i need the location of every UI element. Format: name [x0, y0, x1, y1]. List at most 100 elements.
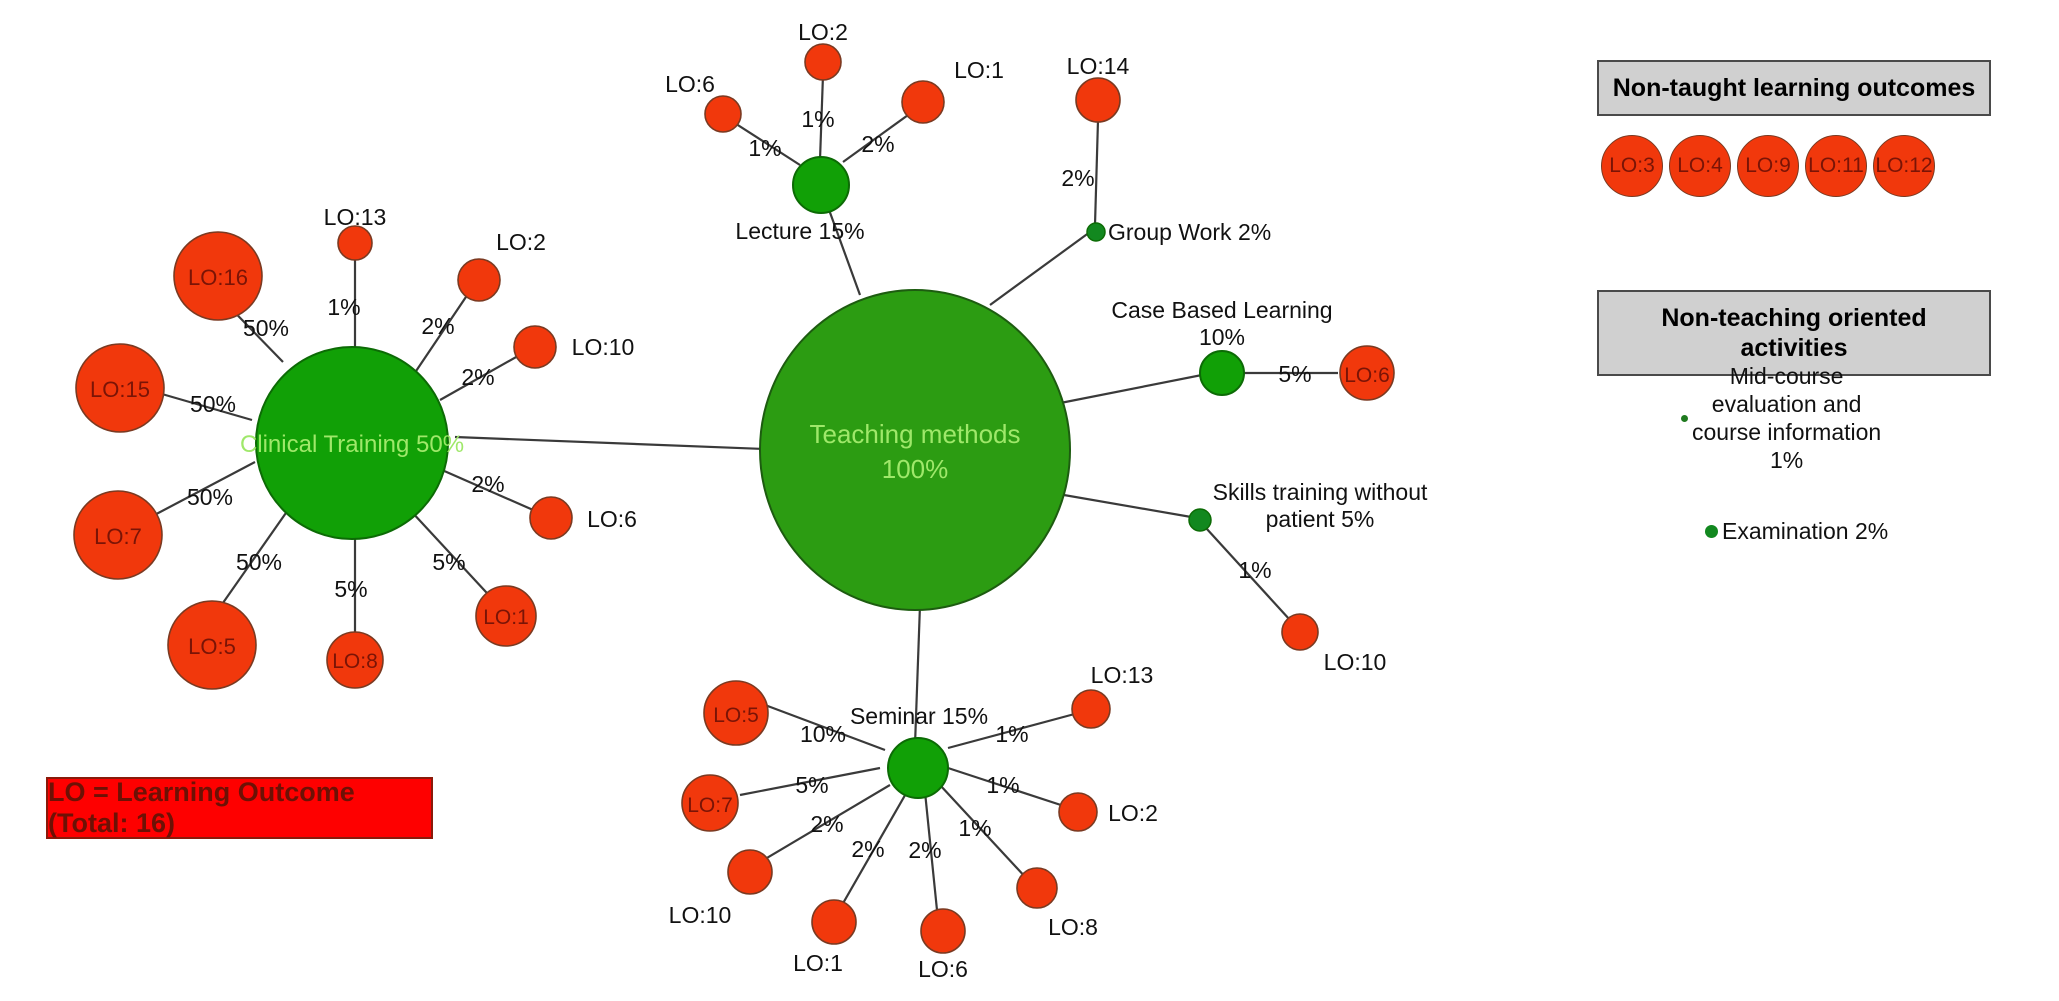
- node-case-based-learning-label-line1: Case Based Learning: [1111, 297, 1332, 323]
- node-lo2-clinical[interactable]: [457, 258, 501, 302]
- node-case-based-learning-label-line2: 10%: [1199, 324, 1245, 350]
- edge-groupwork-lo14: [1093, 119, 1100, 226]
- node-lo5-seminar[interactable]: [703, 680, 769, 746]
- edge-clinical-lo15: [154, 390, 253, 422]
- node-lo6-seminar[interactable]: [920, 908, 966, 954]
- clinical-edges: [144, 252, 541, 645]
- edge-hub-groupwork: [989, 231, 1091, 306]
- non-taught-chip-lo3[interactable]: LO:3: [1601, 135, 1663, 197]
- node-lo8-clinical[interactable]: [326, 631, 384, 689]
- bullet-dot-icon: [1705, 525, 1718, 538]
- node-case-based-learning[interactable]: [1199, 350, 1245, 396]
- node-lo8-seminar[interactable]: [1016, 867, 1058, 909]
- edge-seminar-lo5: [764, 703, 886, 752]
- edge-clinical-lo5: [217, 509, 289, 611]
- edge-label-seminar-lo1: 2%: [851, 836, 884, 862]
- node-lo15-clinical[interactable]: [75, 343, 165, 433]
- non-taught-chip-lo9[interactable]: LO:9: [1737, 135, 1799, 197]
- node-lo10-clinical[interactable]: [513, 325, 557, 369]
- activity-item-examination[interactable]: Examination 2%: [1705, 518, 1888, 545]
- panel-non-teaching-title: Non-teaching oriented activities: [1597, 290, 1991, 376]
- edge-label-lecture-lo2: 1%: [801, 106, 834, 132]
- edge-label-clinical-lo2: 2%: [421, 313, 454, 339]
- edge-label-clinical-lo1: 5%: [432, 549, 465, 575]
- node-lo2-seminar[interactable]: [1058, 792, 1098, 832]
- node-lo1-seminar[interactable]: [811, 899, 857, 945]
- node-lo10-seminar-label: LO:10: [669, 902, 732, 928]
- node-lo5-seminar-label: LO:5: [713, 704, 759, 727]
- non-taught-chip-lo11[interactable]: LO:11: [1805, 135, 1867, 197]
- node-lo6-seminar-label: LO:6: [918, 956, 968, 982]
- node-lo2-lecture-label: LO:2: [798, 19, 848, 45]
- node-lo16-clinical-label: LO:16: [188, 265, 248, 290]
- activity-mid-course-line4: 1%: [1769, 447, 1804, 474]
- node-lo2-lecture[interactable]: [804, 43, 842, 81]
- panel-non-taught-learning-outcomes: Non-taught learning outcomes: [1597, 60, 1991, 116]
- node-lo13-seminar-label: LO:13: [1091, 662, 1154, 688]
- node-seminar[interactable]: [887, 737, 949, 799]
- edge-label-clinical-lo8: 5%: [334, 576, 367, 602]
- node-lo8-clinical-label: LO:8: [332, 650, 378, 673]
- node-lecture[interactable]: [792, 156, 850, 214]
- non-taught-chip-lo4[interactable]: LO:4: [1669, 135, 1731, 197]
- node-lo13-clinical-label: LO:13: [324, 204, 387, 230]
- node-lo5-clinical[interactable]: [167, 600, 257, 690]
- node-lo10-skills-label: LO:10: [1324, 649, 1387, 675]
- edge-label-seminar-lo7: 5%: [795, 772, 828, 798]
- node-lo6-lecture-label: LO:6: [665, 71, 715, 97]
- edge-seminar-lo10: [754, 784, 891, 866]
- panel-non-teaching-activities: Non-teaching oriented activities: [1597, 290, 1991, 376]
- non-taught-chip-lo12[interactable]: LO:12: [1873, 135, 1935, 197]
- node-group-work-label: Group Work 2%: [1108, 219, 1271, 245]
- node-teaching-methods-label-line1: Teaching methods: [809, 419, 1020, 449]
- activity-item-mid-course-evaluation[interactable]: Mid-course evaluation and course informa…: [1681, 362, 1911, 474]
- node-lo8-seminar-label: LO:8: [1048, 914, 1098, 940]
- edge-label-clinical-lo6: 2%: [471, 471, 504, 497]
- node-lo7-clinical[interactable]: [73, 490, 163, 580]
- edge-seminar-lo2: [947, 766, 1071, 810]
- activity-mid-course-line3: course information: [1692, 419, 1882, 446]
- edge-label-lecture-lo6: 1%: [748, 135, 781, 161]
- node-lo1-lecture[interactable]: [901, 80, 945, 124]
- node-lo6-lecture[interactable]: [704, 95, 742, 133]
- bullet-dot-icon: [1681, 414, 1688, 422]
- edge-label-casebased-lo6: 5%: [1278, 361, 1311, 387]
- edge-label-seminar-lo6: 2%: [908, 837, 941, 863]
- activity-mid-course-line1: Mid-course: [1729, 363, 1844, 389]
- node-lo6-clinical-label: LO:6: [587, 506, 637, 532]
- node-clinical-training[interactable]: [255, 346, 449, 540]
- node-lo13-clinical[interactable]: [337, 225, 373, 261]
- edge-lecture-lo6: [729, 119, 801, 166]
- edge-hub-casebased: [1034, 371, 1213, 410]
- node-lo10-seminar[interactable]: [727, 849, 773, 895]
- edge-label-seminar-lo10: 2%: [810, 811, 843, 837]
- edge-label-seminar-lo13: 1%: [995, 721, 1028, 747]
- legend-learning-outcome-key: LO = Learning Outcome (Total: 16): [46, 777, 433, 839]
- panel-non-taught-title: Non-taught learning outcomes: [1597, 60, 1991, 116]
- node-lo6-clinical[interactable]: [529, 496, 573, 540]
- edge-label-clinical-lo13: 1%: [327, 294, 360, 320]
- node-lo6-casebased[interactable]: [1339, 345, 1395, 401]
- node-lo6-casebased-label: LO:6: [1344, 364, 1390, 387]
- node-lo16-clinical[interactable]: [173, 231, 263, 321]
- edge-label-clinical-lo15: 50%: [190, 391, 236, 417]
- non-taught-outcomes-row: LO:3 LO:4 LO:9 LO:11 LO:12: [1601, 135, 1935, 197]
- node-skills-training[interactable]: [1188, 508, 1212, 532]
- activity-mid-course-text: Mid-course evaluation and course informa…: [1692, 362, 1881, 474]
- node-group-work[interactable]: [1086, 222, 1106, 242]
- node-lo13-seminar[interactable]: [1071, 689, 1111, 729]
- node-lecture-label: Lecture 15%: [735, 218, 864, 244]
- node-lo1-clinical-label: LO:1: [483, 606, 529, 629]
- node-lo14-groupwork[interactable]: [1075, 77, 1121, 123]
- node-lo10-skills[interactable]: [1281, 613, 1319, 651]
- edge-clinical-lo2: [409, 287, 473, 381]
- node-teaching-methods[interactable]: [759, 289, 1071, 611]
- edge-seminar-lo8: [939, 784, 1029, 881]
- node-lo1-clinical[interactable]: [475, 585, 537, 647]
- edge-lecture-lo2: [818, 74, 825, 161]
- edge-clinical-lo7: [144, 461, 256, 521]
- edge-label-seminar-lo8: 1%: [958, 815, 991, 841]
- edge-seminar-lo6: [923, 791, 940, 921]
- edge-seminar-lo7: [739, 766, 881, 797]
- node-lo7-seminar[interactable]: [681, 774, 739, 832]
